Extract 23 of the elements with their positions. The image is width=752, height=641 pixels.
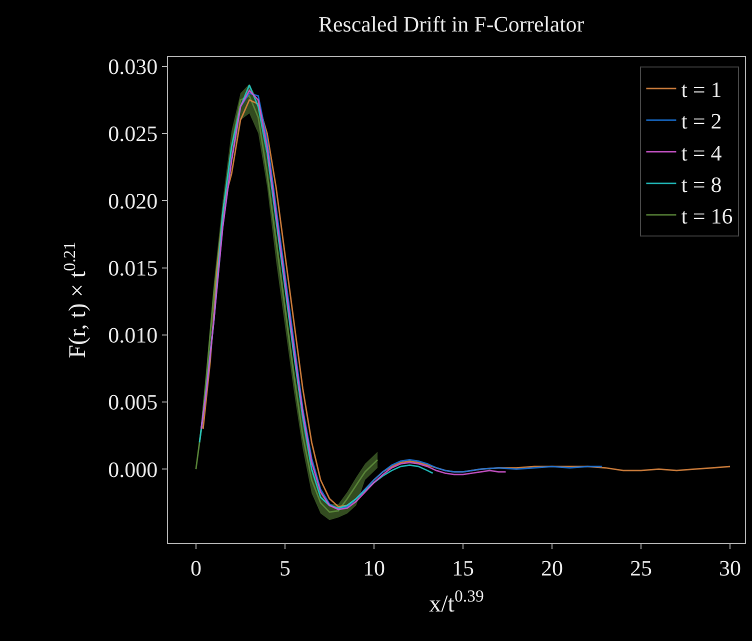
y-tick-label: 0.000: [108, 456, 158, 482]
x-tick-label: 5: [279, 555, 290, 580]
x-tick-label: 30: [719, 555, 742, 580]
x-axis-title: x/t$^{0.39}$: [429, 586, 484, 618]
x-tick-label: 20: [541, 555, 564, 580]
legend-label: t = 16: [681, 204, 733, 228]
chart-title: Rescaled Drift in F-Correlator: [318, 11, 585, 36]
x-tick-label: 15: [452, 555, 474, 580]
legend-label: t = 4: [681, 140, 722, 166]
legend-label: t = 2: [681, 108, 722, 134]
line-series: [198, 84, 434, 509]
legend-label: t = 1: [681, 77, 722, 102]
y-tick-label: 0.025: [108, 121, 158, 146]
line-series: [200, 90, 506, 510]
y-tick-label: 0.015: [108, 255, 158, 280]
y-tick-label: 0.005: [108, 390, 158, 415]
y-tick-label: 0.030: [108, 54, 158, 80]
y-tick-label: 0.020: [108, 188, 158, 214]
x-tick-label: 25: [630, 555, 652, 580]
x-tick-label: 10: [362, 555, 385, 580]
y-tick-label: 0.010: [108, 322, 158, 348]
x-tick-label: 0: [190, 555, 202, 580]
legend-label: t = 8: [681, 172, 722, 197]
